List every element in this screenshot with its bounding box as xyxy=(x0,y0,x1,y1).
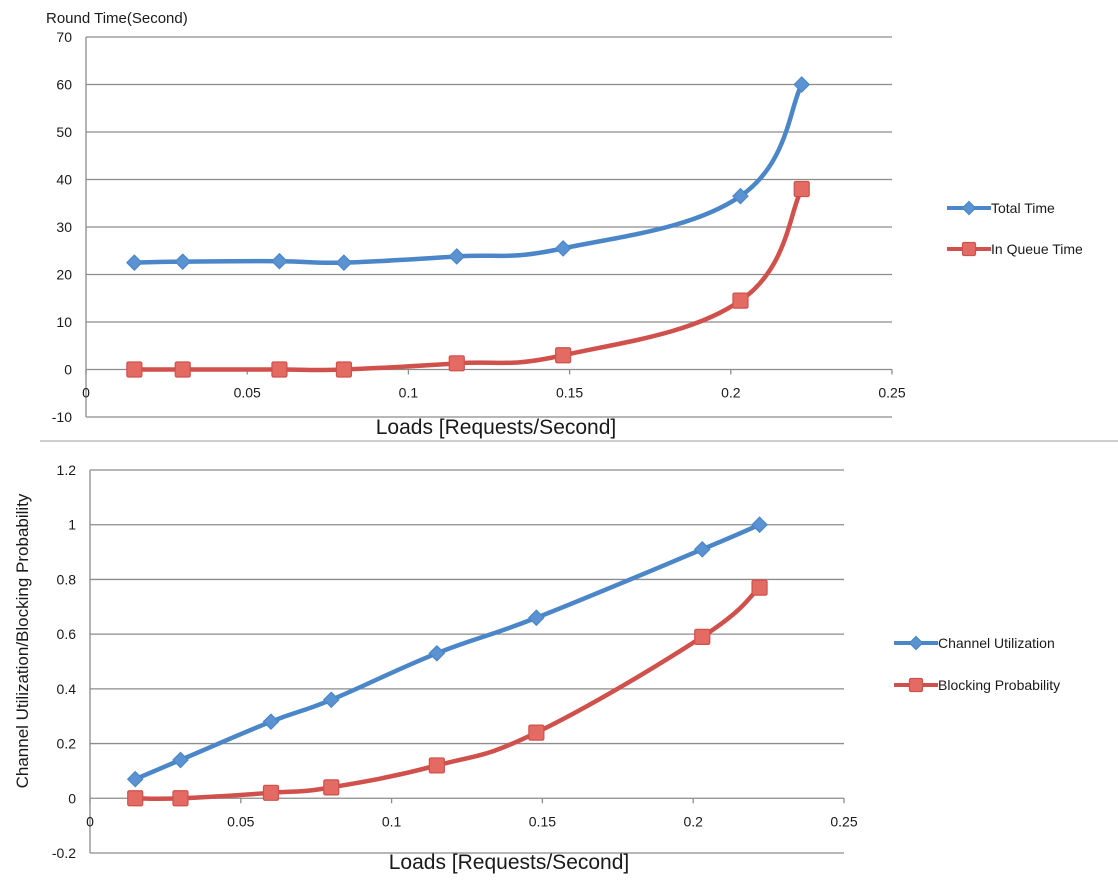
in-queue-time-point xyxy=(555,347,572,364)
x-tick-label: 0.05 xyxy=(234,385,261,401)
blocking-probability-line xyxy=(132,585,762,802)
total-time-point xyxy=(335,254,353,271)
legend-marker xyxy=(961,200,977,216)
x-tick-label: 0.1 xyxy=(399,385,419,401)
x-tick-label: 0.05 xyxy=(227,813,254,829)
x-tick-label: 0.15 xyxy=(529,813,556,829)
x-tick-label: 0 xyxy=(82,385,90,401)
x-axis-title: Loads [Requests/Second] xyxy=(389,851,630,874)
legend-blocking-probability: Blocking Probability xyxy=(894,677,1060,693)
channel-utilization-point xyxy=(428,644,446,662)
channel-utilization-point xyxy=(693,540,711,558)
legend-channel-utilization: Channel Utilization xyxy=(894,635,1055,651)
total-time-line xyxy=(132,82,804,266)
blocking-probability-point xyxy=(262,784,280,801)
legend-label: Channel Utilization xyxy=(938,635,1055,651)
blocking-probability-point xyxy=(323,779,340,796)
x-tick-label: 0.25 xyxy=(878,385,905,401)
y-tick-label: 0.2 xyxy=(57,736,77,752)
y-tick-label: 10 xyxy=(56,314,72,330)
channel-utilization-point xyxy=(322,691,340,709)
channel-utilization-series xyxy=(126,516,768,788)
legend-in-queue-time: In Queue Time xyxy=(947,241,1083,257)
in-queue-time-point xyxy=(793,180,810,198)
x-tick-label: 0.15 xyxy=(556,385,583,401)
channel-utilization-line xyxy=(132,522,762,782)
total-time-point xyxy=(448,248,466,265)
blocking-probability-series xyxy=(127,579,768,807)
y-tick-label: 1.2 xyxy=(57,462,77,478)
y-tick-label: 1 xyxy=(68,517,76,533)
in-queue-time-point xyxy=(174,361,191,378)
total-time-point xyxy=(793,76,811,93)
in-queue-time-point xyxy=(126,361,143,378)
x-tick-label: 0.2 xyxy=(721,385,741,401)
y-tick-label: 60 xyxy=(56,77,72,93)
total-time-point xyxy=(271,252,288,270)
blocking-probability-point xyxy=(127,790,144,807)
y-tick-label: 20 xyxy=(56,267,72,283)
in-queue-time-point xyxy=(271,361,288,378)
x-tick-label: 0.25 xyxy=(830,813,857,829)
channel-utilization-point xyxy=(126,770,144,788)
channel-utilization-point xyxy=(262,713,280,731)
legend-label: Total Time xyxy=(991,200,1055,216)
y-axis-title: Round Time(Second) xyxy=(46,10,188,27)
y-tick-label: 50 xyxy=(56,124,72,140)
total-time-point xyxy=(554,240,572,257)
utilization-chart: -0.2 0 0.2 0.4 0.6 0.8 1 1.2 0 0.05 0.1 0.15 0.2 0.25… xyxy=(13,462,1060,874)
legend-marker xyxy=(908,635,924,651)
legend-label: Blocking Probability xyxy=(938,677,1060,693)
in-queue-time-point xyxy=(732,292,749,309)
blocking-probability-point xyxy=(172,790,189,807)
x-tick-label: 0 xyxy=(86,813,94,829)
legend-marker xyxy=(961,241,977,257)
total-time-point xyxy=(732,187,749,205)
channel-utilization-point xyxy=(528,609,545,627)
x-tick-label: 0.2 xyxy=(683,813,703,829)
total-time-series xyxy=(126,76,811,271)
in-queue-time-series xyxy=(126,180,810,378)
blocking-probability-point xyxy=(694,628,711,645)
blocking-probability-point xyxy=(528,724,545,741)
legend-marker xyxy=(908,677,924,693)
in-queue-time-point xyxy=(448,355,465,372)
legend-label: In Queue Time xyxy=(991,241,1083,257)
total-time-point xyxy=(126,254,143,271)
x-axis-title: Loads [Requests/Second] xyxy=(376,416,617,439)
y-tick-label: 0.6 xyxy=(57,626,77,642)
y-tick-label: -10 xyxy=(52,409,72,425)
x-tick-label: 0.1 xyxy=(382,813,402,829)
y-axis-title: Channel Utilization/Blocking Probability xyxy=(13,493,32,788)
total-time-point xyxy=(174,253,192,271)
round-time-chart: -10 0 10 20 30 40 50 60 70 0 0.05 0.1 0.15 0.2 0.25 Loa… xyxy=(46,10,1083,439)
y-tick-label: 70 xyxy=(56,29,72,45)
y-tick-label: 0 xyxy=(68,790,76,806)
blocking-probability-point xyxy=(751,579,768,596)
y-tick-label: 0.4 xyxy=(57,681,77,697)
blocking-probability-point xyxy=(428,757,445,774)
y-tick-label: -0.2 xyxy=(52,845,76,861)
y-tick-label: 0 xyxy=(64,362,72,378)
y-tick-label: 30 xyxy=(56,219,72,235)
in-queue-time-point xyxy=(335,361,353,378)
legend-total-time: Total Time xyxy=(947,200,1055,216)
channel-utilization-point xyxy=(751,516,768,534)
channel-utilization-point xyxy=(172,751,189,769)
y-tick-label: 0.8 xyxy=(57,571,77,587)
y-tick-label: 40 xyxy=(56,172,72,188)
